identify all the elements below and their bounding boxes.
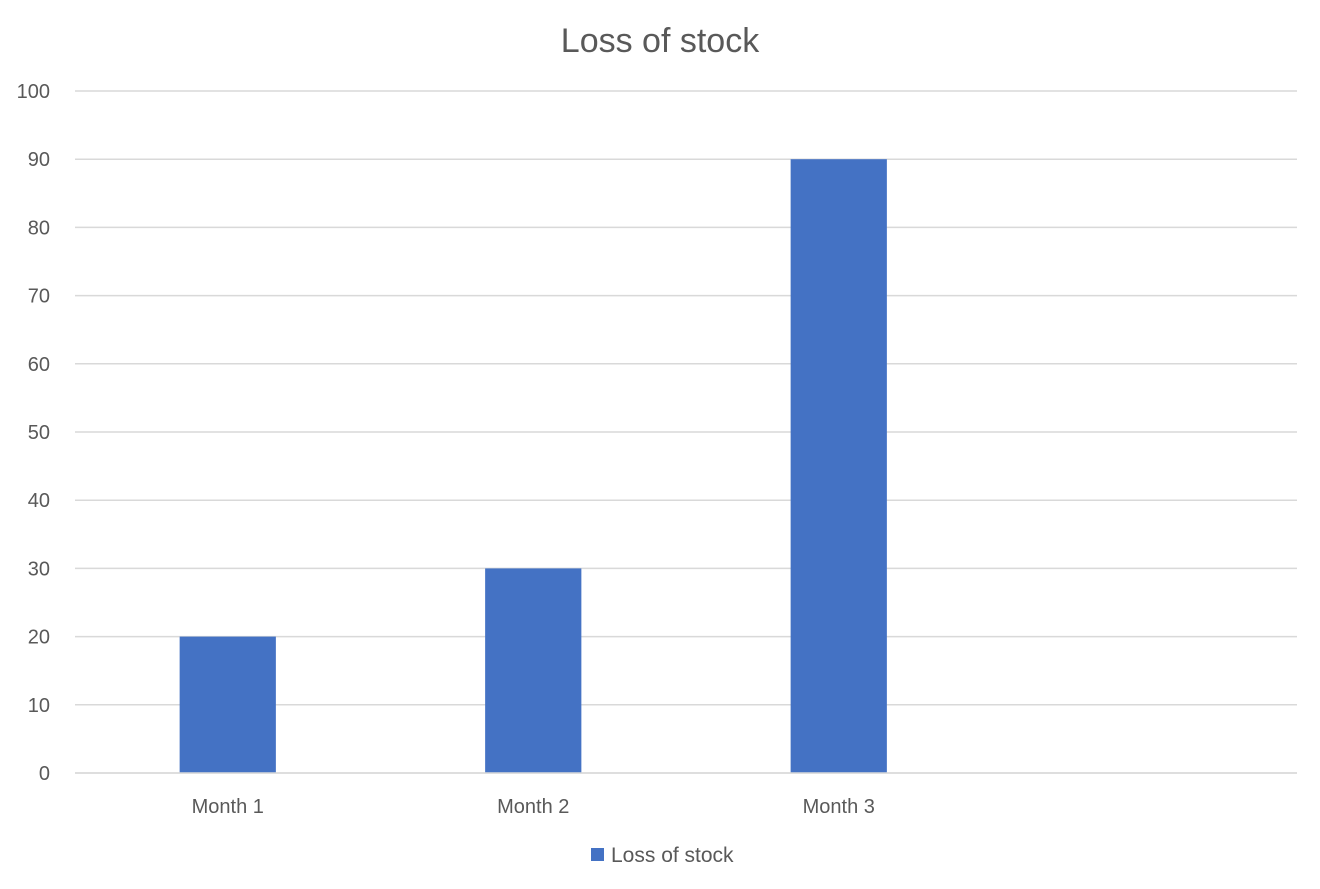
y-tick-label: 50 [28, 422, 50, 444]
x-tick-label: Month 3 [803, 796, 875, 818]
y-tick-label: 70 [28, 286, 50, 308]
legend-label: Loss of stock [611, 844, 734, 867]
y-tick-label: 60 [28, 354, 50, 376]
y-tick-label: 0 [39, 763, 50, 785]
x-axis: Month 1 Month 2 Month 3 [75, 772, 1297, 818]
gridlines [75, 90, 1297, 774]
y-tick-label: 100 [17, 81, 50, 103]
y-axis: 0 10 20 30 40 50 60 70 80 90 100 [17, 81, 50, 785]
bars [179, 159, 887, 773]
y-tick-label: 20 [28, 627, 50, 649]
legend: Loss of stock [591, 844, 734, 867]
bar [790, 159, 887, 773]
y-tick-label: 40 [28, 490, 50, 512]
x-tick-label: Month 2 [497, 796, 569, 818]
y-tick-label: 30 [28, 558, 50, 580]
bar [179, 636, 276, 773]
bar [485, 568, 582, 773]
y-tick-label: 10 [28, 695, 50, 717]
y-tick-label: 90 [28, 149, 50, 171]
x-tick-label: Month 1 [192, 796, 264, 818]
chart-title: Loss of stock [561, 22, 760, 60]
legend-swatch [591, 848, 604, 861]
y-tick-label: 80 [28, 217, 50, 239]
